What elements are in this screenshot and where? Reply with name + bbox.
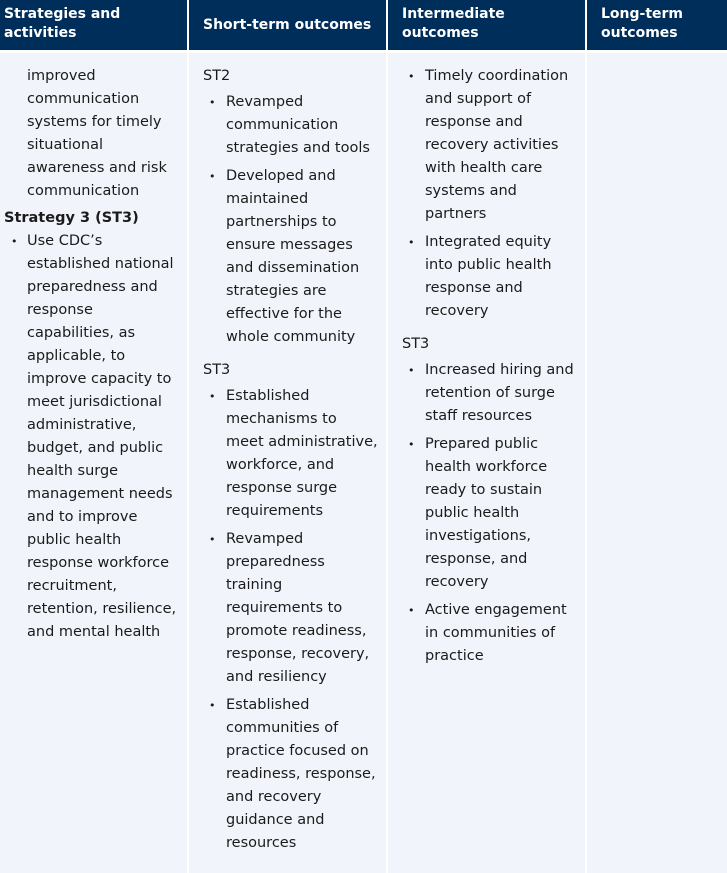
group-label-st2: ST2 [203,68,231,84]
continued-text: improved communication systems for timel… [27,68,167,199]
list-item: Integrated equity into public health res… [402,231,577,323]
st3-list: Established mechanisms to meet administr… [203,385,378,855]
strategies-cell: improved communication systems for timel… [0,53,187,873]
long-term-cell [587,53,727,873]
list-item: Increased hiring and retention of surge … [402,359,577,428]
strategy-3-list: Use CDC’s established national preparedn… [4,230,177,644]
list-item: Revamped communication strategies and to… [203,91,378,160]
list-item: Prepared public health workforce ready t… [402,433,577,594]
header-long-term: Long-term outcomes [587,0,727,50]
intermediate-cell: Timely coordination and support of respo… [388,53,585,873]
list-item: Use CDC’s established national preparedn… [4,230,177,644]
list-item: Established mechanisms to meet administr… [203,385,378,523]
short-term-cell: ST2 Revamped communication strategies an… [189,53,386,873]
list-item: Active engagement in communities of prac… [402,599,577,668]
list-item: Revamped preparedness training requireme… [203,528,378,689]
group-label-st3: ST3 [203,362,231,378]
list-item: Timely coordination and support of respo… [402,65,577,226]
header-strategies: Strategies and activities [0,0,187,50]
list-item: Established communities of practice focu… [203,694,378,855]
group-label-st3: ST3 [402,336,430,352]
header-short-term: Short-term outcomes [189,0,386,50]
list-item: Developed and maintained partnerships to… [203,165,378,349]
header-intermediate: Intermediate outcomes [388,0,585,50]
st2-list: Revamped communication strategies and to… [203,91,378,349]
st3-intermediate-list: Increased hiring and retention of surge … [402,359,577,668]
strategy-3-title: Strategy 3 (ST3) [4,210,139,226]
st2-intermediate-list: Timely coordination and support of respo… [402,65,577,323]
